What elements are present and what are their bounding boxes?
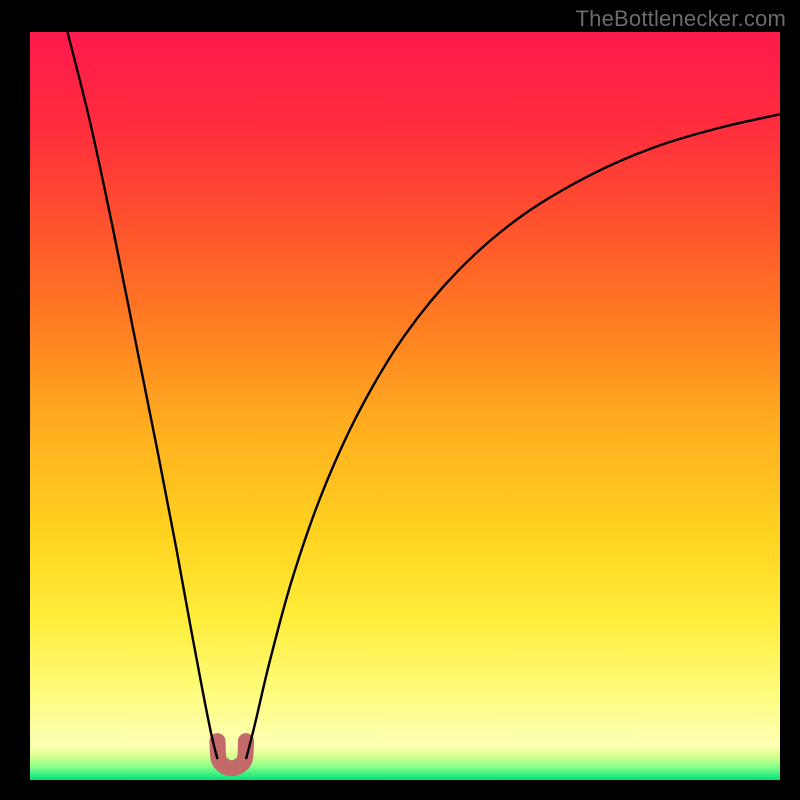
frame-right (780, 0, 800, 800)
curve-right (246, 114, 780, 759)
chart-container: { "source_watermark": { "text": "TheBott… (0, 0, 800, 800)
plot-area (30, 32, 780, 780)
watermark-text: TheBottlenecker.com (576, 6, 786, 32)
curve-left (68, 32, 218, 759)
notch-marker (218, 741, 247, 768)
frame-bottom (0, 780, 800, 800)
frame-left (0, 0, 30, 800)
curves-svg (30, 32, 780, 780)
